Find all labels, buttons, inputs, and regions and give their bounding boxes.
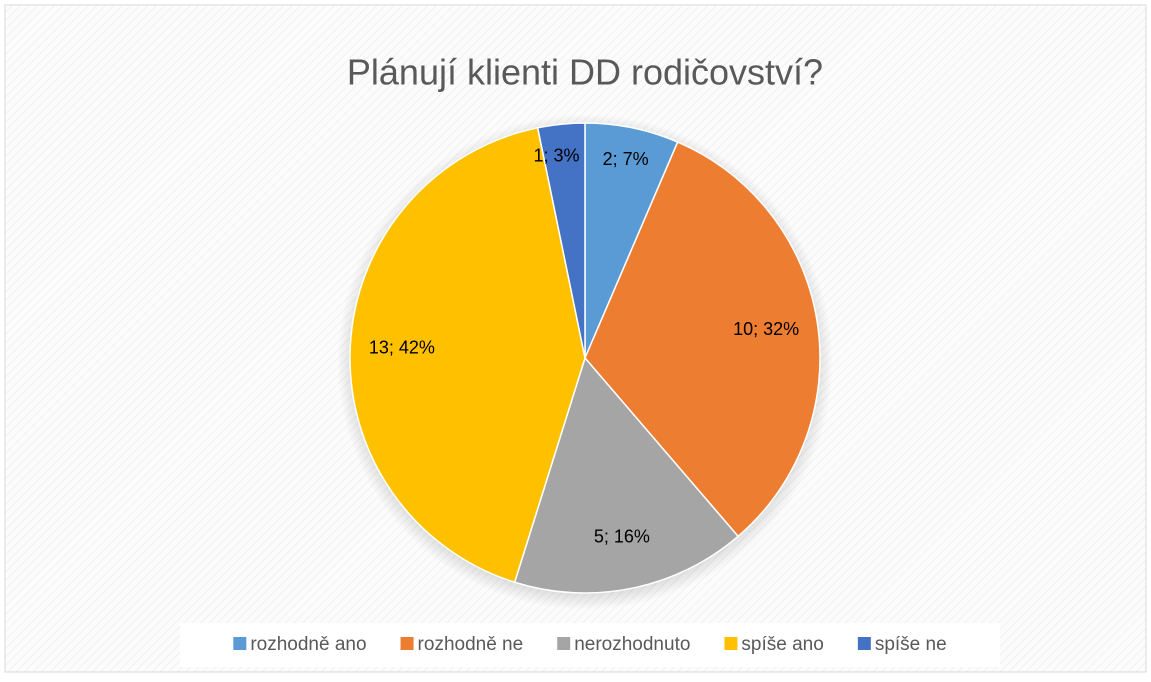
- pie-slice: [584, 141, 821, 538]
- pie-slice: [536, 122, 586, 359]
- pie-slice: [349, 126, 586, 584]
- chart-title: Plánují klienti DD rodičovství?: [347, 52, 823, 93]
- legend-label: rozhodně ano: [250, 634, 366, 655]
- data-label: 10; 32%: [733, 319, 799, 339]
- pie-slice: [513, 356, 740, 594]
- legend-swatch: [400, 637, 414, 650]
- data-label: 13; 42%: [369, 337, 435, 357]
- legend-label: rozhodně ne: [418, 634, 524, 655]
- legend-swatch: [233, 637, 247, 650]
- legend-label: nerozhodnuto: [574, 634, 690, 655]
- data-label: 2; 7%: [603, 149, 649, 169]
- legend-label: spíše ano: [741, 634, 823, 655]
- legend-swatch: [724, 637, 738, 650]
- data-label: 5; 16%: [594, 526, 650, 546]
- legend-label: spíše ne: [875, 634, 947, 655]
- data-label: 1; 3%: [534, 146, 580, 166]
- legend-swatch: [557, 637, 571, 650]
- legend-swatch: [857, 637, 871, 650]
